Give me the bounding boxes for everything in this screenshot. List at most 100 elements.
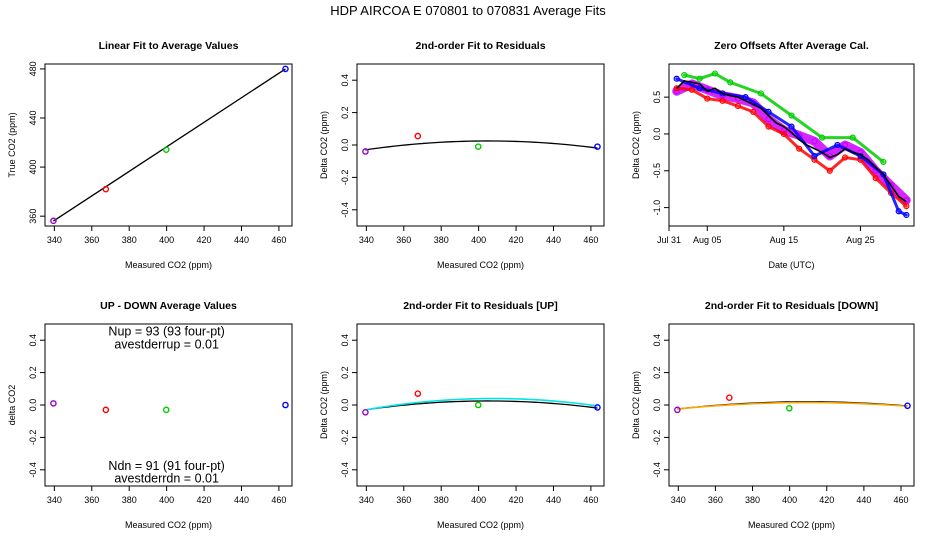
x-tick-label: Aug 25 (846, 235, 875, 245)
x-tick-label: 340 (359, 495, 374, 505)
y-tick-label: -0.2 (28, 430, 38, 446)
x-tick-label: 340 (671, 495, 686, 505)
data-point-red (414, 390, 422, 397)
chart-panel-p2: 2nd-order Fit to Residuals 340 360 380 400 42… (319, 40, 605, 270)
data-point-blue (880, 171, 887, 178)
x-tick-label: 380 (434, 235, 449, 245)
y-axis-label: True CO2 (ppm) (7, 112, 17, 177)
y-tick-label: 0.2 (652, 366, 662, 379)
data-layer (50, 400, 289, 414)
series-band-blue (675, 77, 908, 217)
y-tick-label: -0.4 (28, 462, 38, 478)
data-point-blue (673, 75, 680, 82)
x-axis-label: Measured CO2 (ppm) (125, 260, 212, 270)
x-tick-label: 380 (434, 495, 449, 505)
x-tick-label: Aug 05 (693, 235, 722, 245)
fit-line-black (365, 140, 598, 151)
data-point-red (765, 123, 772, 130)
data-point-red (796, 145, 803, 152)
annotation-text: Ndn = 91 (91 four-pt) (108, 459, 224, 473)
x-tick-label: 360 (84, 235, 99, 245)
y-tick-label: -0.2 (652, 430, 662, 446)
y-tick-label: 0.0 (652, 399, 662, 412)
annotation-text: avestderrup = 0.01 (114, 337, 219, 351)
x-axis-label: Measured CO2 (ppm) (125, 520, 212, 530)
y-tick-label: 0.2 (340, 366, 350, 379)
data-point-blue (904, 402, 911, 410)
data-point-blue (765, 108, 772, 115)
figure-title: HDP AIRCOA E 070801 to 070831 Average Fi… (330, 3, 606, 18)
y-tick-label: 440 (28, 110, 38, 125)
data-point-blue (903, 211, 910, 219)
x-tick-label: 380 (122, 495, 137, 505)
data-point-purple (674, 406, 681, 414)
x-tick-label: 340 (47, 235, 62, 245)
x-tick-label: 460 (271, 495, 286, 505)
data-layer (362, 132, 601, 155)
y-tick-label: 480 (28, 61, 38, 76)
y-tick-label: -0.4 (340, 462, 350, 478)
x-tick-label: 360 (396, 235, 411, 245)
data-point-purple (362, 148, 369, 155)
data-layer (362, 390, 601, 416)
x-tick-label: 360 (708, 495, 723, 505)
data-point-blue (742, 94, 749, 101)
x-tick-label: 460 (271, 235, 286, 245)
data-point-green (696, 75, 703, 82)
data-point-blue (834, 141, 841, 149)
x-tick-label: 420 (197, 495, 212, 505)
panel-title: 2nd-order Fit to Residuals [DOWN] (705, 300, 878, 312)
chart-panel-p4: UP - DOWN Average Values 340 360 380 400 420 4… (7, 300, 293, 530)
data-layer (674, 394, 911, 414)
data-layer (672, 70, 911, 219)
y-tick-label: 0.2 (340, 106, 350, 119)
x-axis-label: Measured CO2 (ppm) (437, 260, 524, 270)
y-axis-label: delta CO2 (7, 385, 17, 426)
data-point-blue (282, 401, 289, 409)
data-point-red (780, 130, 787, 138)
y-tick-label: 0.2 (28, 366, 38, 379)
data-point-green (880, 158, 887, 166)
y-tick-label: -1.0 (652, 200, 662, 216)
data-point-blue (282, 65, 289, 73)
y-axis-label: Delta CO2 (ppm) (631, 111, 641, 179)
annotation-text: avestderrdn = 0.01 (114, 472, 219, 486)
y-tick-label: -0.4 (340, 202, 350, 218)
chart-panel-p6: 2nd-order Fit to Residuals [DOWN] 340 360 3… (631, 300, 915, 530)
plot-frame (668, 63, 915, 227)
data-point-green (162, 406, 170, 414)
x-axis-label: Measured CO2 (ppm) (748, 520, 835, 530)
data-point-green (681, 71, 688, 79)
data-point-green (849, 134, 856, 141)
y-tick-label: 0.5 (652, 91, 662, 104)
data-point-blue (696, 85, 703, 92)
y-tick-label: -0.2 (340, 430, 350, 446)
data-point-blue (594, 143, 601, 150)
x-tick-label: 360 (396, 495, 411, 505)
x-tick-label: 400 (471, 495, 486, 505)
y-tick-label: 0.4 (28, 334, 38, 347)
data-point-red (826, 167, 833, 174)
data-point-red (872, 175, 879, 182)
data-point-green (727, 79, 734, 86)
data-point-green (785, 404, 793, 412)
x-tick-label: 400 (159, 235, 174, 245)
data-point-blue (895, 208, 902, 215)
x-tick-label: 420 (819, 495, 834, 505)
data-point-green (788, 112, 795, 119)
series-band-green (682, 72, 885, 164)
x-tick-label: 440 (234, 235, 249, 245)
x-tick-label: 360 (84, 495, 99, 505)
fit-line-cyan (365, 397, 598, 411)
panel-title: Linear Fit to Average Values (99, 40, 239, 52)
fit-line-orange (677, 401, 908, 410)
data-point-purple (362, 408, 369, 416)
data-point-green (711, 70, 719, 77)
x-axis-label: Date (UTC) (768, 260, 814, 270)
data-point-red (719, 97, 726, 104)
x-tick-label: 400 (782, 495, 797, 505)
y-tick-label: 0.4 (340, 334, 350, 347)
panel-title: 2nd-order Fit to Residuals (415, 40, 545, 52)
y-axis-label: Delta CO2 (ppm) (319, 371, 329, 439)
